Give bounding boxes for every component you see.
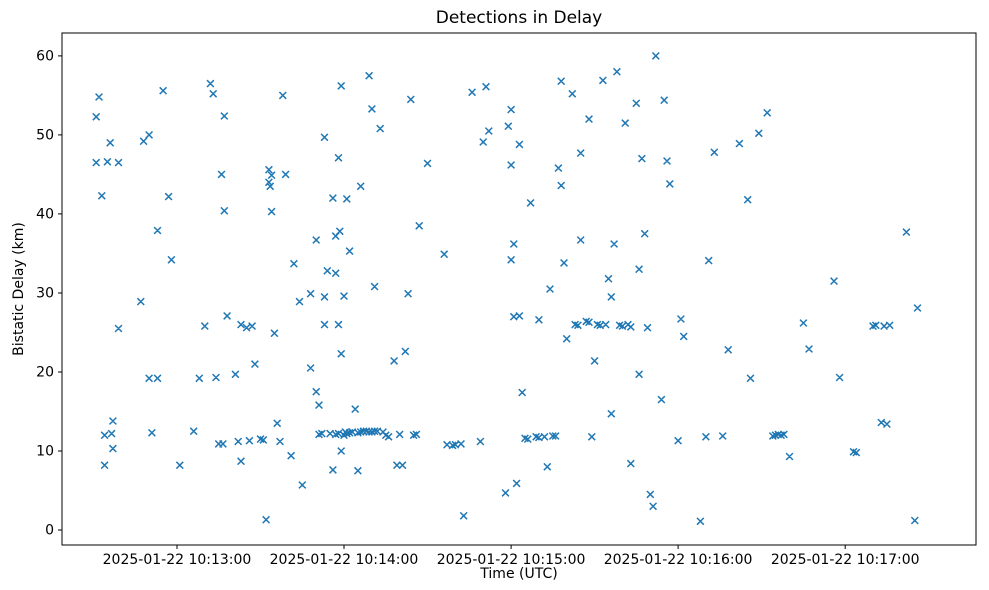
svg-text:2025-01-22 10:13:00: 2025-01-22 10:13:00	[103, 552, 252, 568]
svg-text:2025-01-22 10:14:00: 2025-01-22 10:14:00	[270, 552, 419, 568]
svg-text:2025-01-22 10:16:00: 2025-01-22 10:16:00	[604, 552, 753, 568]
svg-text:2025-01-22 10:15:00: 2025-01-22 10:15:00	[437, 552, 586, 568]
svg-text:2025-01-22 10:17:00: 2025-01-22 10:17:00	[771, 552, 920, 568]
svg-text:30: 30	[36, 286, 54, 302]
svg-text:20: 20	[36, 365, 54, 381]
svg-text:60: 60	[36, 48, 54, 64]
svg-text:10: 10	[36, 444, 54, 460]
svg-text:0: 0	[45, 523, 54, 539]
y-axis-label: Bistatic Delay (km)	[11, 222, 27, 356]
x-axis-label: Time (UTC)	[480, 566, 558, 582]
chart-title: Detections in Delay	[435, 8, 603, 28]
svg-text:50: 50	[36, 127, 54, 143]
svg-text:40: 40	[36, 206, 54, 222]
